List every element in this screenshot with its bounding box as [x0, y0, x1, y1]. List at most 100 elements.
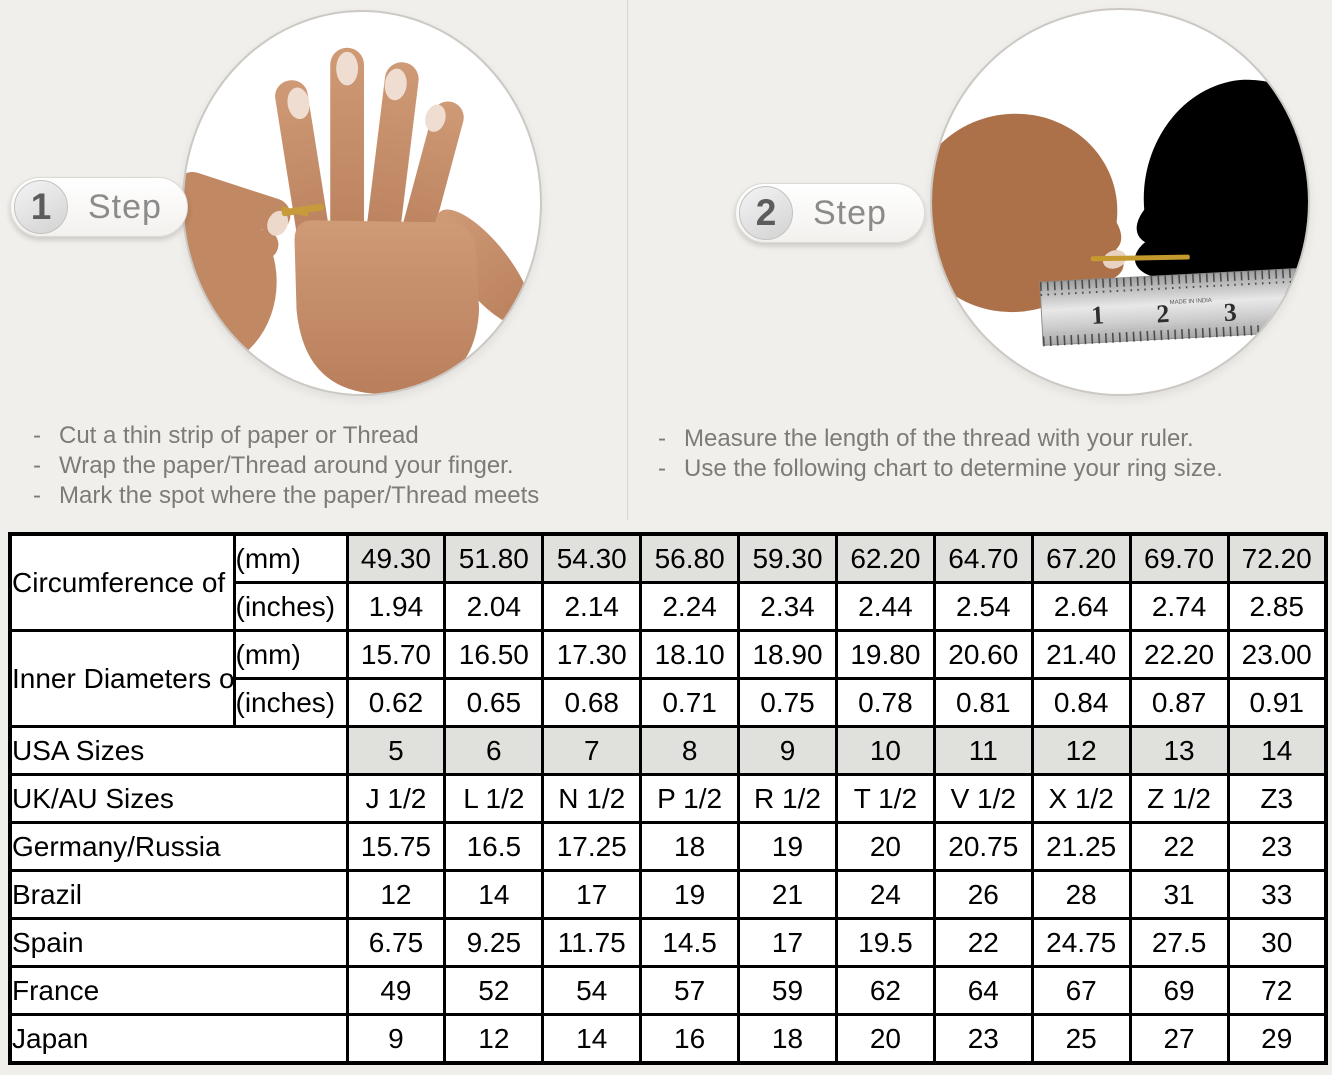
value-cell: 62.20	[834, 532, 936, 584]
value-cell: 17	[737, 917, 838, 968]
table-row: Spain 6.75 9.25 11.75 14.5 17 19.5 22 24.75 27.5 3…	[8, 917, 1328, 968]
value-cell: 17.30	[541, 629, 643, 680]
value-cell: 17	[541, 869, 643, 920]
value-cell: 2.34	[737, 581, 838, 632]
size-row-label: Spain	[8, 917, 349, 968]
value-cell: 22	[1128, 821, 1230, 872]
instruction-text: Measure the length of the thread with yo…	[684, 425, 1194, 452]
value-cell: 2.54	[932, 581, 1034, 632]
value-cell: 21	[737, 869, 838, 920]
value-cell: 2.64	[1030, 581, 1132, 632]
step-1-photo	[182, 10, 542, 396]
value-cell: 54	[541, 965, 643, 1016]
instruction-item: - Wrap the paper/Thread around your fing…	[33, 451, 633, 481]
value-cell: 2.14	[541, 581, 643, 632]
value-cell: 67.20	[1030, 532, 1132, 584]
value-cell: 2.04	[443, 581, 545, 632]
panel-divider	[627, 0, 628, 520]
value-cell: 69	[1128, 965, 1230, 1016]
value-cell: 14	[443, 869, 545, 920]
value-cell: 0.62	[345, 677, 447, 728]
value-cell: 64.70	[932, 532, 1034, 584]
value-cell: 2.85	[1226, 581, 1328, 632]
instruction-item: - Measure the length of the thread with …	[658, 424, 1328, 454]
value-cell: 0.68	[541, 677, 643, 728]
value-cell: 25	[1030, 1013, 1132, 1065]
value-cell: 16.50	[443, 629, 545, 680]
value-cell: 15.75	[345, 821, 447, 872]
value-cell: 27	[1128, 1013, 1230, 1065]
value-cell: 6	[443, 725, 545, 776]
instruction-item: - Mark the spot where the paper/Thread m…	[33, 481, 633, 511]
value-cell: 54.30	[541, 532, 643, 584]
value-cell: 49	[345, 965, 447, 1016]
value-cell: 21.25	[1030, 821, 1132, 872]
value-cell: 9.25	[443, 917, 545, 968]
instruction-item: - Use the following chart to determine y…	[658, 454, 1328, 484]
value-cell: 26	[932, 869, 1034, 920]
value-cell: P 1/2	[639, 773, 741, 824]
value-cell: 57	[639, 965, 741, 1016]
value-cell: 52	[443, 965, 545, 1016]
value-cell: 16	[639, 1013, 741, 1065]
table-row: (inches) 1.94 2.04 2.14 2.24 2.34 2.44 2.54 2.64…	[10, 581, 1328, 632]
size-row-label: USA Sizes	[8, 725, 349, 776]
bullet-dash: -	[658, 425, 666, 452]
size-row-label: UK/AU Sizes	[8, 773, 349, 824]
value-cell: T 1/2	[834, 773, 936, 824]
instruction-text: Wrap the paper/Thread around your finger…	[59, 452, 514, 479]
value-cell: 67	[1030, 965, 1132, 1016]
unit-label-cell: (inches)	[232, 677, 349, 728]
value-cell: 51.80	[443, 532, 545, 584]
value-cell: N 1/2	[541, 773, 643, 824]
value-cell: 9	[737, 725, 838, 776]
value-cell: 30	[1226, 917, 1328, 968]
row-group-label: Circumference of Your Finger	[8, 532, 236, 632]
table-row: UK/AU Sizes J 1/2 L 1/2 N 1/2 P 1/2 R 1/2 T 1/…	[8, 773, 1328, 824]
bullet-dash: -	[658, 455, 666, 482]
value-cell: 69.70	[1128, 532, 1230, 584]
step-2-badge: 2 Step	[735, 183, 925, 243]
value-cell: 20	[834, 821, 936, 872]
table-row: Japan 9 12 14 16 18 20 23 25 27 29	[8, 1013, 1328, 1065]
value-cell: 72.20	[1226, 532, 1328, 584]
ruler: 1 2 3 MADE IN INDIA	[1039, 267, 1308, 347]
ruler-brand-text: MADE IN INDIA	[1170, 298, 1212, 306]
value-cell: 13	[1128, 725, 1230, 776]
value-cell: R 1/2	[737, 773, 838, 824]
value-cell: 62	[834, 965, 936, 1016]
value-cell: 0.84	[1030, 677, 1132, 728]
value-cell: 24	[834, 869, 936, 920]
ring-size-table: Circumference of Your Finger(mm) 49.3051.…	[8, 532, 1328, 1065]
value-cell: 31	[1128, 869, 1230, 920]
value-cell: 21.40	[1030, 629, 1132, 680]
value-cell: 18	[737, 1013, 838, 1065]
value-cell: 9	[345, 1013, 447, 1065]
table-row: France 49 52 54 57 59 62 64 67 69 72	[8, 965, 1328, 1016]
value-cell: 12	[1030, 725, 1132, 776]
value-cell: 8	[639, 725, 741, 776]
value-cell: Z3	[1226, 773, 1328, 824]
ring-size-table-body: Circumference of Your Finger(mm) 49.3051.…	[8, 532, 1328, 1065]
value-cell: J 1/2	[345, 773, 447, 824]
hand-with-thread-illustration	[184, 47, 533, 394]
unit-label-cell: (mm)	[232, 629, 349, 680]
value-cell: 0.65	[443, 677, 545, 728]
value-cell: 64	[932, 965, 1034, 1016]
value-cell: 49.30	[345, 532, 447, 584]
value-cell: 0.81	[932, 677, 1034, 728]
step-2-label: Step	[813, 193, 887, 232]
step-1-label: Step	[88, 187, 162, 226]
size-row-label: France	[8, 965, 349, 1016]
step-1-instructions: - Cut a thin strip of paper or Thread - …	[33, 421, 633, 511]
value-cell: 18.10	[639, 629, 741, 680]
value-cell: 14	[1226, 725, 1328, 776]
value-cell: 16.5	[443, 821, 545, 872]
value-cell: 24.75	[1030, 917, 1132, 968]
value-cell: 18	[639, 821, 741, 872]
measuring-steps-section: 1 Step - Cut a thin strip of paper or Th…	[0, 0, 1332, 532]
value-cell: 22	[932, 917, 1034, 968]
value-cell: 5	[345, 725, 447, 776]
value-cell: 17.25	[541, 821, 643, 872]
value-cell: 56.80	[639, 532, 741, 584]
